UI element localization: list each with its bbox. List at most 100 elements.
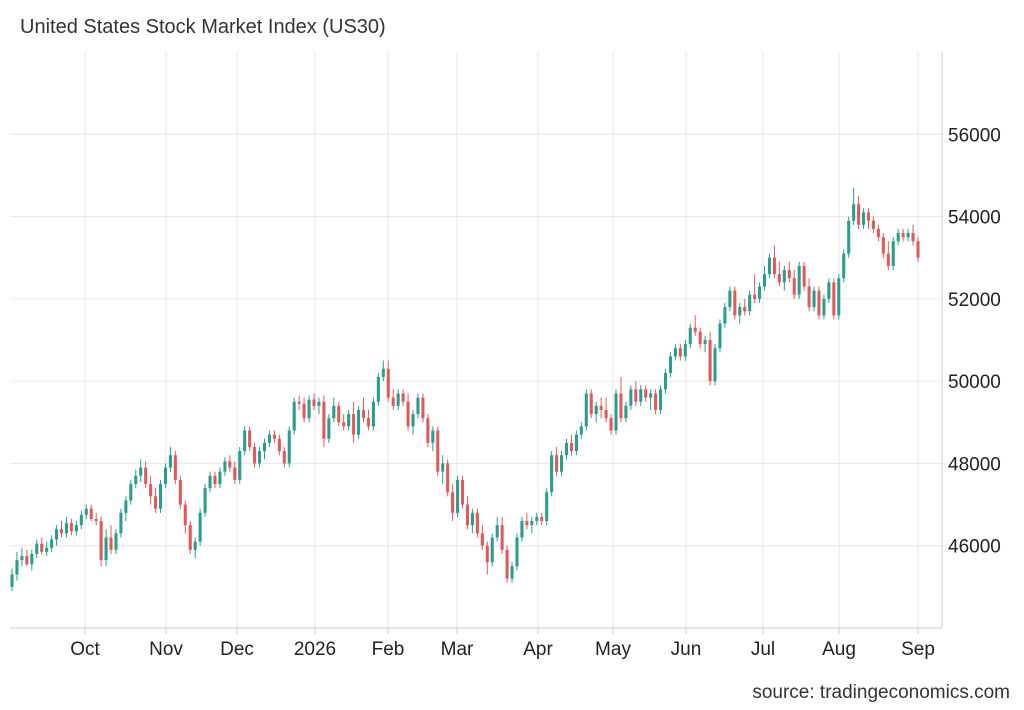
- candle-body: [485, 545, 489, 563]
- candle: [79, 510, 83, 530]
- candle: [99, 516, 103, 567]
- candle: [64, 516, 68, 538]
- candle-body: [886, 253, 890, 266]
- candle: [386, 360, 390, 402]
- candle-body: [629, 389, 633, 406]
- candle-body: [287, 430, 291, 464]
- candle: [10, 568, 14, 591]
- candle: [243, 426, 247, 456]
- candle: [906, 228, 910, 242]
- candle: [144, 461, 148, 489]
- candle: [361, 397, 366, 423]
- candle: [347, 409, 351, 431]
- candle-body: [758, 286, 762, 299]
- candle: [223, 457, 227, 476]
- candle: [154, 488, 158, 513]
- candle: [406, 393, 410, 431]
- candle: [797, 261, 801, 299]
- candle: [317, 397, 321, 415]
- candle: [357, 405, 361, 439]
- candle-body: [267, 434, 271, 443]
- y-tick-label: 48000: [948, 454, 1001, 475]
- y-tick-label: 46000: [948, 537, 1001, 558]
- candle-body: [832, 282, 836, 316]
- candle: [327, 414, 331, 443]
- candle: [485, 541, 489, 575]
- candle-body: [129, 484, 133, 501]
- candle-body: [871, 220, 875, 229]
- candle-body: [753, 294, 757, 299]
- candle: [401, 389, 405, 406]
- candle-body: [693, 327, 697, 332]
- candle-body: [777, 274, 781, 283]
- candle-body: [807, 286, 811, 308]
- y-tick-label: 50000: [948, 372, 1001, 393]
- candle: [436, 426, 440, 476]
- x-axis-tick-labels: Oct Nov Dec 2026 Feb Mar Apr May Jun Jul Aug Sep: [70, 639, 935, 660]
- candle: [723, 302, 727, 328]
- candle-body: [673, 348, 677, 357]
- candle-body: [376, 377, 380, 402]
- candle-body: [822, 298, 826, 316]
- candle-body: [406, 401, 410, 427]
- candle: [703, 335, 707, 353]
- candle-body: [644, 389, 648, 398]
- candle-body: [371, 401, 375, 427]
- candle: [574, 430, 578, 456]
- candle: [520, 516, 524, 542]
- candle: [272, 430, 276, 443]
- candle: [599, 397, 603, 419]
- candle-body: [589, 393, 593, 415]
- candle: [495, 516, 499, 542]
- candle: [663, 368, 668, 394]
- candle: [248, 426, 252, 452]
- candle: [911, 224, 915, 246]
- candle: [545, 488, 549, 526]
- candle: [69, 518, 73, 536]
- candle: [282, 446, 286, 468]
- candle: [673, 344, 677, 361]
- candle: [832, 278, 836, 320]
- candle: [55, 525, 59, 546]
- candle-body: [891, 241, 895, 266]
- chart-title: United States Stock Market Index (US30): [20, 16, 386, 38]
- candle-body: [812, 290, 816, 308]
- candle-body: [847, 220, 851, 254]
- candle-body: [564, 442, 569, 456]
- candle-body: [25, 556, 29, 565]
- candle: [891, 237, 895, 271]
- candle: [866, 208, 871, 229]
- candle-body: [703, 340, 707, 345]
- candle: [668, 352, 672, 378]
- candle: [896, 228, 900, 246]
- axis-lines: [10, 52, 943, 634]
- candle: [852, 187, 856, 225]
- candle-body: [733, 290, 737, 316]
- candle-body: [579, 426, 583, 435]
- candle: [307, 395, 311, 423]
- candle-body: [20, 556, 24, 561]
- candle-body: [94, 518, 98, 522]
- candle-body: [510, 566, 514, 579]
- candle: [792, 270, 796, 299]
- candle-body: [465, 504, 470, 526]
- candle: [505, 545, 509, 583]
- candle-body: [713, 348, 717, 382]
- candle: [555, 446, 559, 476]
- x-tick-label: Jun: [671, 639, 702, 660]
- candle-body: [604, 409, 608, 419]
- candle: [654, 389, 658, 415]
- candle: [857, 196, 861, 229]
- candle-body: [911, 233, 915, 242]
- candle-body: [431, 430, 435, 443]
- candle: [753, 274, 757, 303]
- candle-body: [317, 401, 321, 406]
- candle: [253, 442, 257, 468]
- candle-body: [837, 278, 841, 316]
- candle-body: [337, 405, 341, 423]
- candle-body: [490, 537, 494, 563]
- candle-body: [282, 451, 286, 464]
- candle-body: [213, 475, 217, 484]
- candle: [812, 286, 816, 312]
- x-tick-label: Jul: [751, 639, 775, 660]
